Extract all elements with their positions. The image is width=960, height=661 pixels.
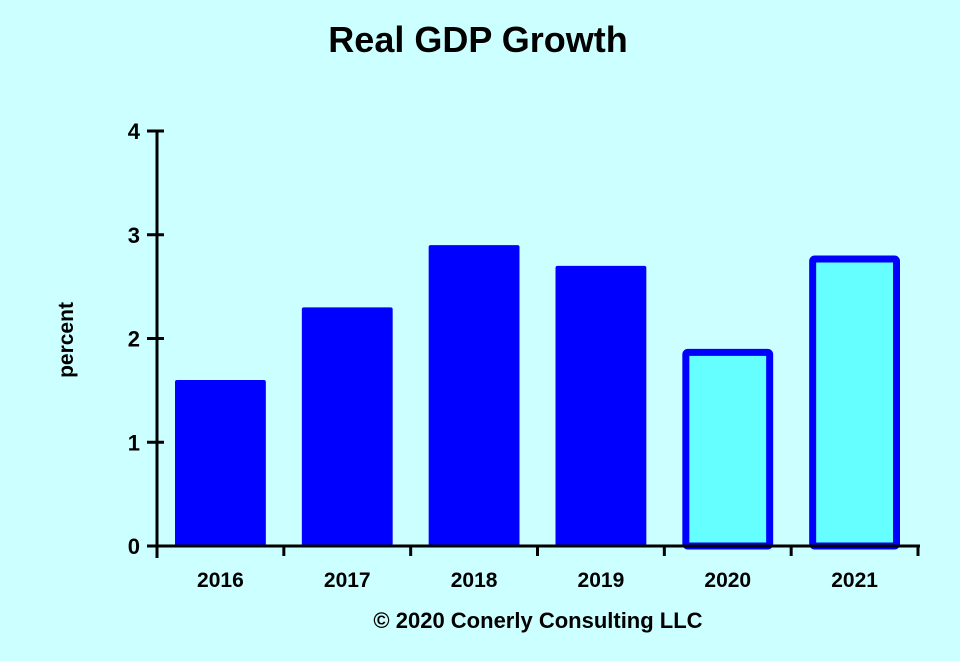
bar-2021 xyxy=(809,255,901,550)
x-tick-label: 2019 xyxy=(578,569,625,592)
x-tick-label: 2016 xyxy=(197,569,244,592)
footer-copyright: © 2020 Conerly Consulting LLC xyxy=(373,608,702,633)
y-tick-label: 1 xyxy=(128,430,140,455)
y-tick-label: 4 xyxy=(128,119,141,144)
bar-2016 xyxy=(175,380,266,546)
x-tick-label: 2021 xyxy=(831,569,878,592)
x-tick-label: 2017 xyxy=(324,569,371,592)
bar-2018 xyxy=(428,245,520,546)
bar-2019 xyxy=(555,265,647,546)
x-tick-label: 2020 xyxy=(704,569,751,592)
y-axis-label: percent xyxy=(55,302,78,378)
y-tick-label: 3 xyxy=(128,223,140,248)
bar-2017 xyxy=(301,307,393,546)
bar-2020 xyxy=(682,348,774,550)
y-tick-label: 2 xyxy=(128,327,140,352)
y-tick-label: 0 xyxy=(128,534,140,559)
chart-title: Real GDP Growth xyxy=(328,19,627,60)
x-tick-label: 2018 xyxy=(451,569,498,592)
